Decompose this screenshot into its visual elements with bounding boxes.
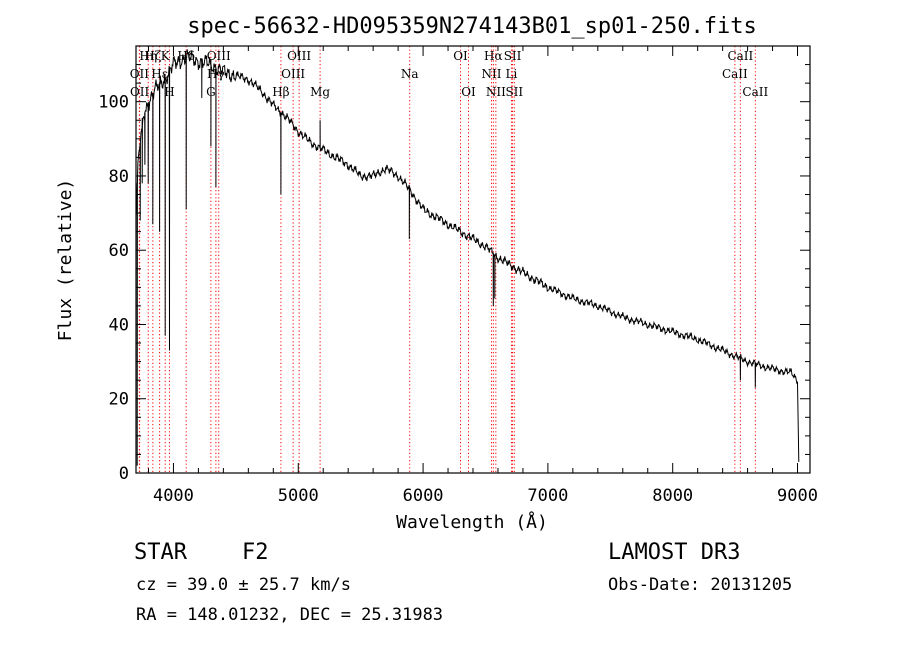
x-tick-label-0: 4000 bbox=[153, 486, 194, 506]
marker-label-24: CaII bbox=[722, 67, 748, 81]
y-tick-label-2: 40 bbox=[109, 315, 129, 335]
x-tick-label-5: 9000 bbox=[777, 486, 818, 506]
marker-label-15: Na bbox=[401, 67, 419, 81]
marker-label-14: Mg bbox=[310, 85, 330, 99]
y-tick-label-0: 0 bbox=[119, 464, 129, 484]
y-tick-label-4: 80 bbox=[109, 167, 129, 187]
marker-label-16: OI bbox=[453, 49, 468, 63]
y-tick-label-3: 60 bbox=[109, 241, 129, 261]
x-tick-label-1: 5000 bbox=[278, 486, 319, 506]
marker-label-2: Hη bbox=[139, 49, 157, 63]
y-tick-label-5: 100 bbox=[98, 93, 129, 113]
marker-label-25: CaII bbox=[727, 49, 753, 63]
marker-label-10: OIII bbox=[207, 49, 231, 63]
marker-label-1: OII bbox=[130, 85, 150, 99]
x-tick-label-2: 6000 bbox=[403, 486, 444, 506]
redshift-readout: cz = 39.0 ± 25.7 km/s bbox=[136, 575, 351, 595]
spectrum-line bbox=[135, 49, 800, 466]
marker-label-0: OII bbox=[130, 67, 150, 81]
survey-name: LAMOST DR3 bbox=[608, 540, 740, 565]
object-subclass: F2 bbox=[242, 540, 269, 565]
y-tick-label-1: 20 bbox=[109, 390, 129, 410]
object-class: STAR bbox=[134, 540, 188, 565]
marker-label-26: CaII bbox=[742, 85, 768, 99]
marker-label-3: Hζ bbox=[144, 49, 161, 63]
observation-date: Obs-Date: 20131205 bbox=[608, 575, 792, 595]
marker-label-12: OIII bbox=[281, 67, 305, 81]
marker-label-21: Li bbox=[506, 67, 518, 81]
emission-line-markers bbox=[138, 46, 756, 473]
x-tick-label-4: 8000 bbox=[652, 486, 693, 506]
coordinate-readout: RA = 148.01232, DEC = 25.31983 bbox=[136, 605, 443, 625]
marker-label-11: Hβ bbox=[272, 85, 289, 99]
chart-title: spec-56632-HD095359N274143B01_sp01-250.f… bbox=[187, 14, 757, 39]
marker-label-20: NII bbox=[486, 85, 506, 99]
x-axis: 4000 5000 6000 7000 8000 9000 bbox=[147, 46, 818, 506]
marker-label-4: Hε bbox=[151, 67, 168, 81]
marker-label-13: OIII bbox=[287, 49, 311, 63]
x-axis-label: Wavelength (Å) bbox=[396, 511, 548, 533]
marker-label-5: K bbox=[161, 49, 171, 63]
plot-frame bbox=[135, 45, 811, 474]
marker-label-23: SII bbox=[505, 85, 523, 99]
emission-line-labels: OIIOIIHηHζHεKHHδGHγOIIIHβOIIIOIIIMgNaOIO… bbox=[130, 49, 769, 99]
marker-label-22: SII bbox=[504, 49, 522, 63]
marker-label-18: NII bbox=[481, 67, 501, 81]
y-axis-label: Flux (relative) bbox=[55, 179, 76, 342]
y-axis: 0 20 40 60 80 100 bbox=[98, 64, 810, 484]
marker-label-19: Hα bbox=[484, 49, 503, 63]
marker-label-17: OI bbox=[461, 85, 476, 99]
x-tick-label-3: 7000 bbox=[527, 486, 568, 506]
